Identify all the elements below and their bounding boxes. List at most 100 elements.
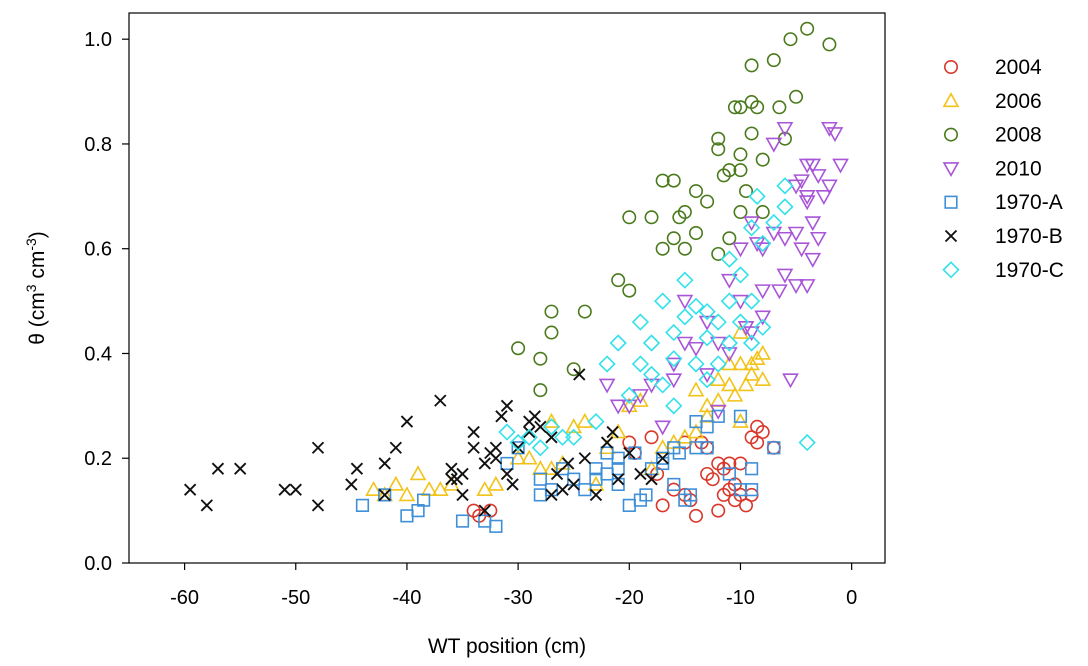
data-point (417, 493, 431, 507)
data-point (711, 131, 726, 146)
data-point (733, 409, 748, 423)
data-point (798, 433, 816, 452)
data-point (776, 268, 794, 284)
data-point (677, 205, 692, 220)
y-tick-label: 1.0 (84, 29, 112, 51)
data-point (800, 21, 815, 36)
data-point (665, 323, 683, 342)
data-point (644, 210, 659, 225)
data-point (577, 304, 592, 319)
data-point (511, 441, 525, 455)
data-point (771, 284, 788, 300)
data-point (766, 53, 781, 68)
data-point (687, 341, 705, 357)
y-axis-title-sup2: -3 (23, 238, 39, 251)
data-point (600, 446, 614, 460)
data-point (561, 457, 575, 470)
data-point (523, 425, 536, 439)
data-point (677, 241, 692, 256)
data-point (804, 216, 822, 232)
x-tick-label: 0 (846, 587, 857, 609)
y-axis-title-mid: cm (26, 251, 49, 285)
x-tick-label: -20 (615, 587, 644, 609)
data-point (821, 179, 838, 195)
data-point (676, 428, 694, 444)
data-point (782, 373, 799, 389)
legend-marker (942, 92, 960, 108)
data-point (748, 237, 766, 253)
data-point (620, 386, 638, 405)
legend-label: 2004 (995, 56, 1042, 79)
data-point (644, 430, 659, 445)
data-point (776, 198, 794, 216)
data-point (467, 441, 480, 454)
data-point (556, 483, 569, 496)
legend-item: 1970-A (944, 191, 1063, 214)
data-point (466, 503, 481, 518)
data-point (765, 137, 783, 153)
data-point (748, 350, 766, 366)
data-point (566, 362, 581, 377)
data-point (622, 498, 636, 512)
data-point (732, 412, 749, 428)
data-point (365, 481, 382, 496)
series-1970-C (498, 177, 816, 457)
legend-marker (943, 59, 958, 74)
data-point (744, 462, 759, 476)
data-point (798, 279, 816, 295)
data-point (809, 231, 827, 247)
legend-item: 2008 (943, 124, 1042, 147)
data-point (731, 266, 750, 284)
legend-label: 2010 (995, 157, 1042, 180)
legend-item: 1970-C (942, 259, 1064, 282)
data-point (400, 509, 414, 523)
data-point (211, 462, 225, 475)
data-point (311, 499, 325, 512)
data-point (720, 273, 738, 289)
data-point (698, 329, 716, 347)
legend-label: 2006 (995, 90, 1042, 113)
data-point (733, 205, 748, 220)
data-point (766, 440, 781, 455)
data-point (476, 481, 494, 496)
y-tick-label: 0.2 (84, 448, 112, 470)
data-point (698, 302, 716, 321)
series-1970-B (183, 368, 669, 517)
data-point (389, 441, 402, 454)
x-tick-label: -30 (504, 587, 533, 609)
data-point (550, 467, 564, 481)
data-point (667, 477, 681, 492)
data-point (700, 441, 714, 455)
data-point (409, 465, 427, 481)
data-point (750, 100, 765, 115)
data-point (809, 169, 827, 185)
data-point (506, 478, 519, 491)
data-point (478, 457, 491, 470)
data-point (467, 425, 480, 439)
data-point (700, 194, 715, 209)
data-point (200, 499, 213, 512)
data-point (743, 365, 760, 381)
data-point (765, 226, 783, 242)
data-point (700, 420, 714, 434)
data-point (642, 365, 661, 384)
data-point (793, 242, 810, 258)
legend-marker (942, 261, 960, 279)
data-point (434, 394, 447, 407)
data-point (787, 226, 805, 242)
data-point (726, 386, 744, 402)
data-point (750, 435, 765, 450)
data-point (798, 195, 816, 211)
data-point (676, 336, 694, 352)
data-point (822, 37, 837, 52)
data-point (489, 519, 503, 533)
data-point (793, 174, 810, 190)
data-point (720, 292, 738, 310)
data-point (183, 483, 197, 496)
data-point (531, 439, 549, 457)
series-1970-A (355, 409, 781, 533)
data-point (787, 279, 805, 295)
y-tick-label: 0.6 (84, 239, 112, 261)
data-point (533, 472, 547, 486)
data-point (709, 404, 727, 420)
